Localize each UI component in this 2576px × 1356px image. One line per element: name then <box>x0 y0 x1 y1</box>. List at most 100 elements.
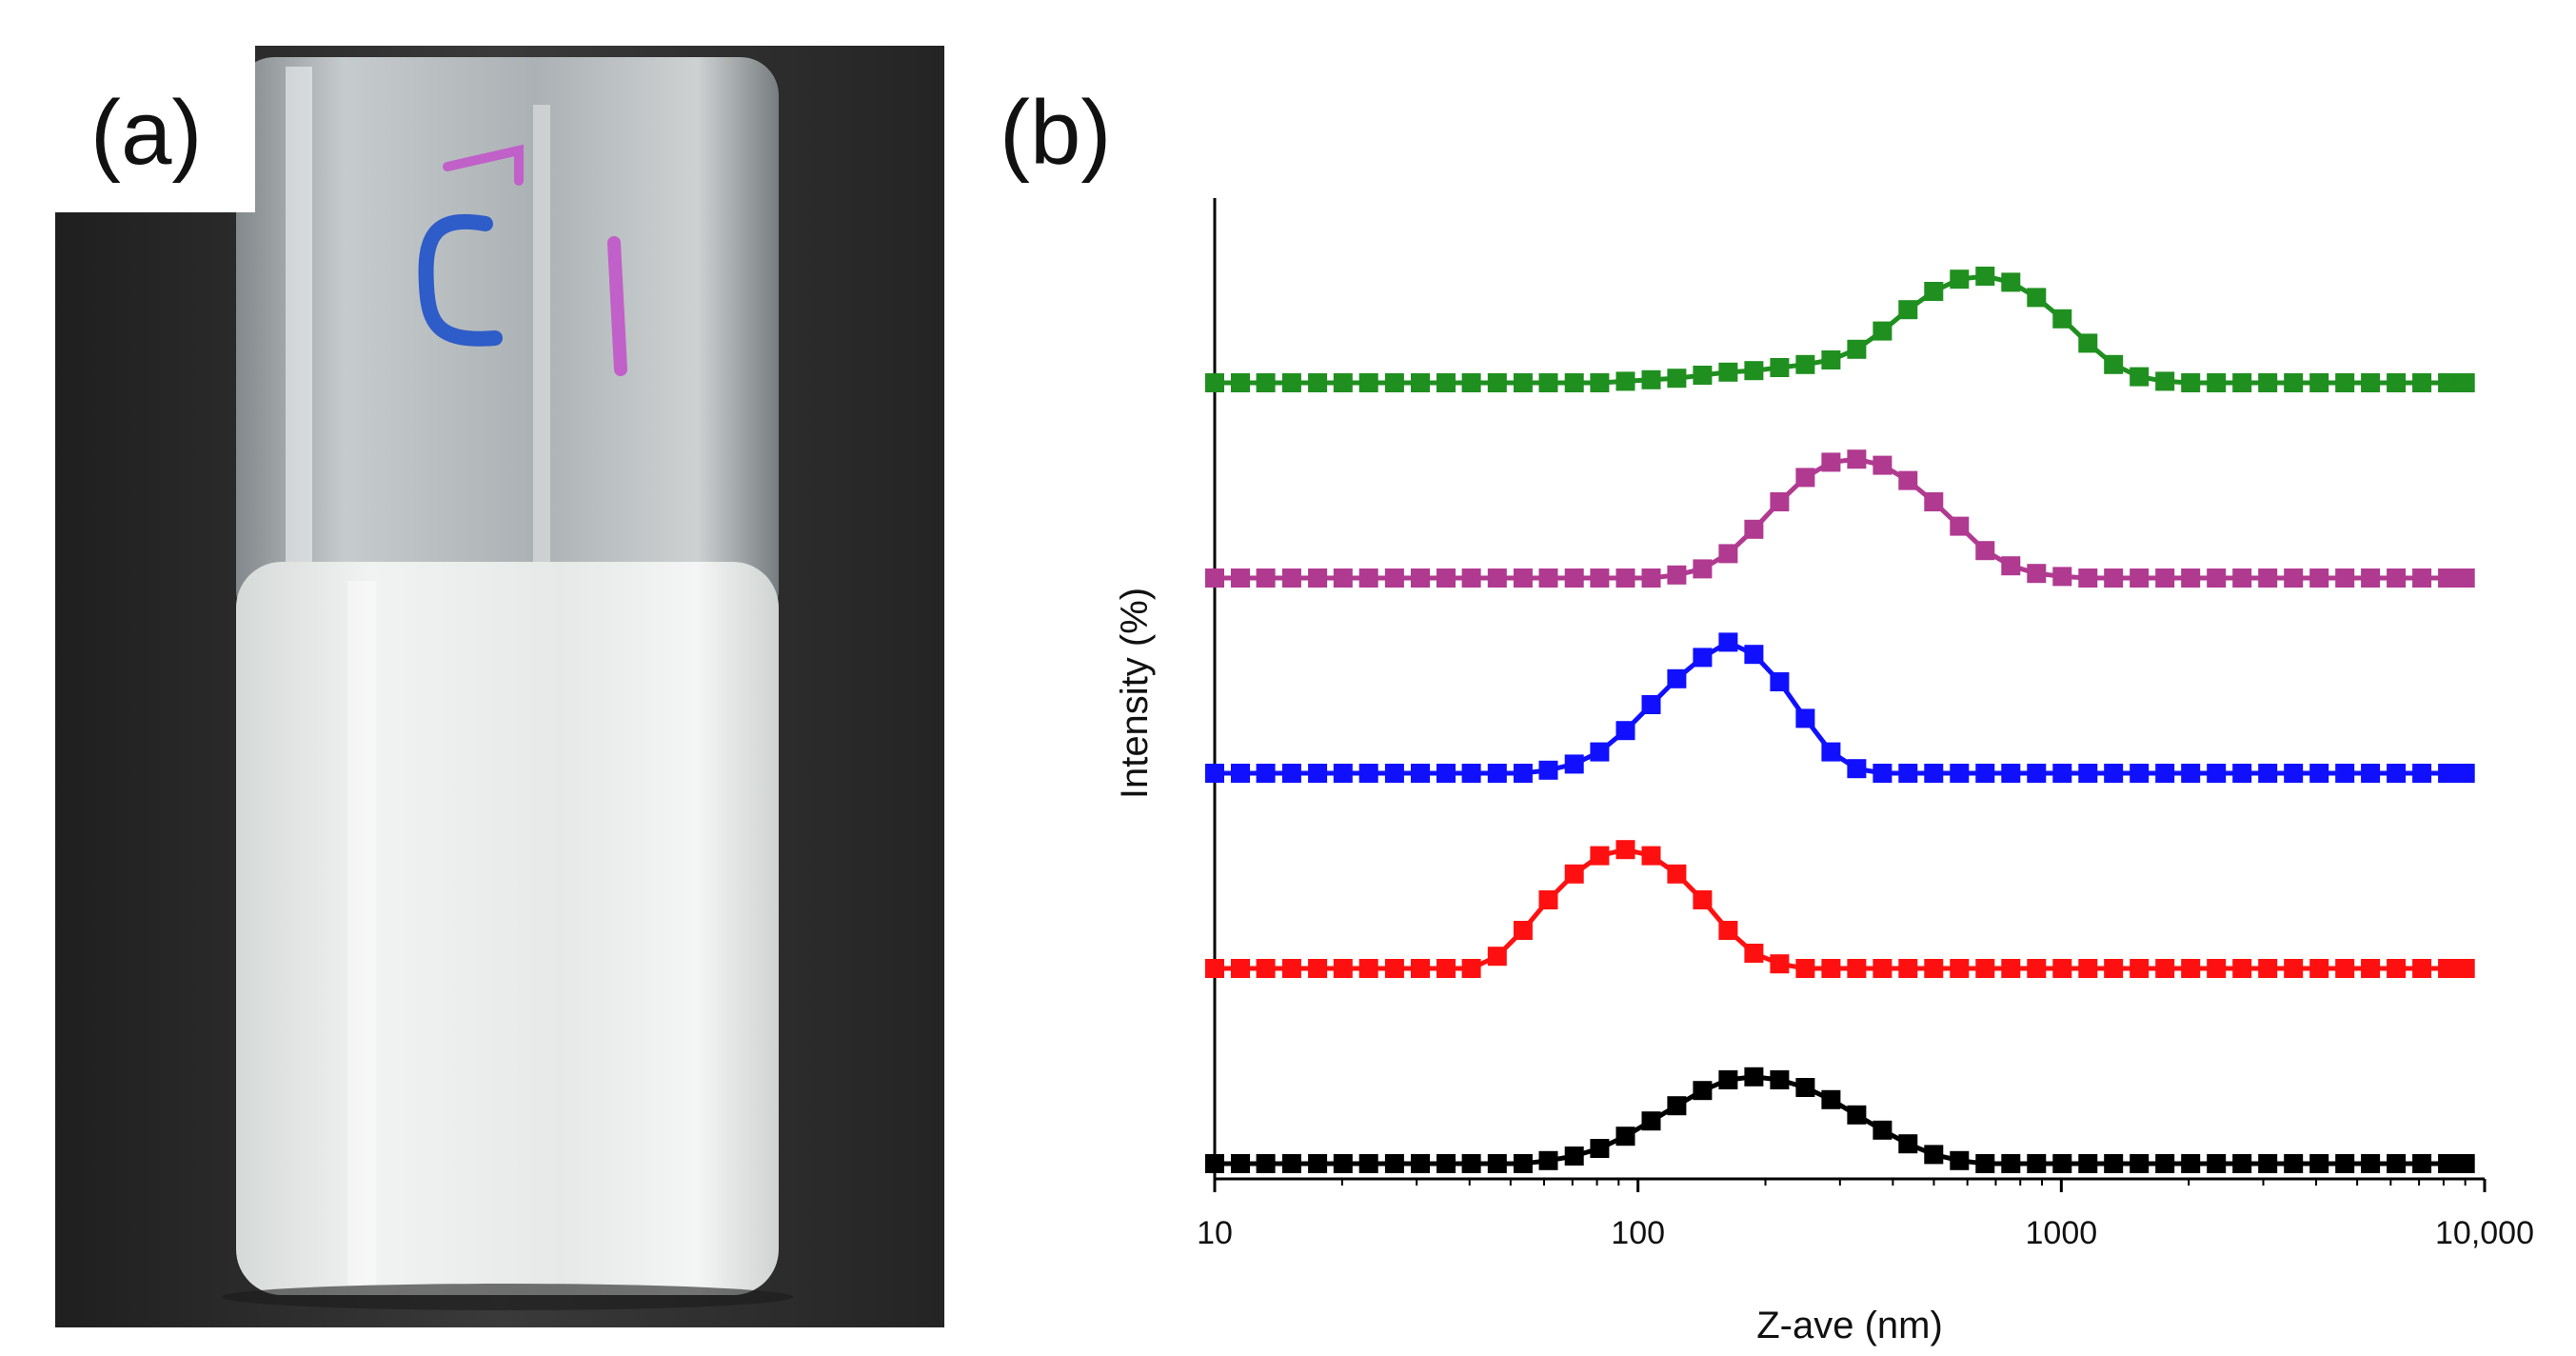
data-point-green <box>1281 373 1301 392</box>
data-point-green <box>1205 373 1224 392</box>
data-point-magenta <box>2027 564 2047 584</box>
data-point-magenta <box>1384 568 1404 588</box>
data-point-blue <box>2232 764 2252 783</box>
data-point-magenta <box>1693 559 1713 579</box>
data-point-green <box>2001 272 2021 292</box>
data-point-green <box>2438 373 2458 392</box>
data-point-blue <box>2284 764 2304 783</box>
data-point-red <box>1564 864 1584 884</box>
data-point-black <box>2207 1154 2227 1173</box>
data-point-red <box>2361 959 2381 978</box>
data-point-red <box>1590 846 1610 866</box>
vial-liquid <box>236 562 779 1295</box>
data-point-green <box>1821 350 1841 369</box>
series-black <box>1205 1067 2475 1173</box>
data-point-magenta <box>2078 568 2098 588</box>
data-point-red <box>2001 959 2021 978</box>
data-point-magenta <box>2130 568 2150 588</box>
data-point-black <box>2438 1154 2458 1173</box>
data-point-black <box>1437 1154 1456 1173</box>
data-point-red <box>1667 864 1687 884</box>
data-point-blue <box>1256 764 1276 783</box>
panel-a-photo <box>55 46 944 1327</box>
marker-pink-stroke <box>443 144 524 186</box>
marker-letter-c <box>418 213 503 347</box>
series-line-red <box>1215 847 2466 971</box>
data-point-black <box>2387 1154 2407 1173</box>
data-point-magenta <box>1538 568 1558 588</box>
data-point-magenta <box>1358 568 1378 588</box>
data-point-red <box>1718 921 1738 940</box>
data-point-magenta <box>1795 468 1815 488</box>
data-point-red <box>1693 890 1713 909</box>
data-point-blue <box>1205 764 1224 783</box>
data-point-red <box>2207 959 2227 978</box>
data-point-black <box>1718 1070 1738 1089</box>
data-point-black <box>1333 1154 1353 1173</box>
data-point-black <box>1873 1120 1892 1140</box>
data-point-green <box>2104 354 2124 374</box>
data-point-blue <box>1667 668 1687 688</box>
data-point-magenta <box>1205 568 1224 588</box>
data-point-magenta <box>1873 455 1892 475</box>
data-point-red <box>2284 959 2304 978</box>
data-point-green <box>2361 373 2381 392</box>
data-point-blue <box>2387 764 2407 783</box>
data-point-black <box>1538 1150 1558 1170</box>
data-point-black <box>1744 1067 1764 1087</box>
data-point-red <box>2181 959 2201 978</box>
data-point-red <box>2027 959 2047 978</box>
data-point-green <box>2052 309 2072 329</box>
data-point-black <box>1795 1078 1815 1097</box>
data-point-black <box>2001 1154 2021 1173</box>
x-tick-label-1: 100 <box>1611 1215 1665 1251</box>
data-point-red <box>2387 959 2407 978</box>
data-point-blue <box>1358 764 1378 783</box>
data-point-green <box>1975 267 1995 286</box>
data-point-blue <box>2207 764 2227 783</box>
data-point-blue <box>1538 760 1558 780</box>
data-point-red <box>1641 846 1661 866</box>
data-point-red <box>2130 959 2150 978</box>
data-point-blue <box>1384 764 1404 783</box>
data-point-green <box>2130 367 2150 387</box>
series-magenta <box>1205 449 2475 588</box>
data-point-magenta <box>1821 452 1841 472</box>
data-point-blue <box>1281 764 1301 783</box>
data-point-black <box>2155 1154 2175 1173</box>
data-point-magenta <box>2284 568 2304 588</box>
data-point-magenta <box>2207 568 2227 588</box>
data-point-green <box>1333 373 1353 392</box>
data-point-blue <box>1898 764 1918 783</box>
data-point-green <box>2181 373 2201 392</box>
data-point-red <box>1538 890 1558 909</box>
data-point-magenta <box>1308 568 1328 588</box>
series-line-black <box>1215 1074 2466 1167</box>
data-point-magenta <box>1256 568 1276 588</box>
data-point-blue <box>1821 742 1841 762</box>
data-point-blue <box>1744 645 1764 665</box>
data-point-blue <box>2412 764 2432 783</box>
data-point-blue <box>2130 764 2150 783</box>
series-layer <box>1205 267 2475 1173</box>
data-point-red <box>1205 959 1224 978</box>
data-point-blue <box>2438 764 2458 783</box>
data-point-black <box>1975 1154 1995 1173</box>
data-point-green <box>2207 373 2227 392</box>
data-point-green <box>1950 269 1970 289</box>
data-point-red <box>2258 959 2278 978</box>
data-point-blue <box>1693 648 1713 668</box>
data-point-red <box>1873 959 1892 978</box>
data-point-red <box>2412 959 2432 978</box>
data-point-green <box>1615 371 1635 391</box>
data-point-red <box>1461 959 1481 978</box>
data-point-black <box>1950 1150 1970 1170</box>
data-point-black <box>1693 1081 1713 1101</box>
data-point-red <box>1487 947 1507 967</box>
data-point-green <box>1667 369 1687 389</box>
data-point-blue <box>1641 695 1661 714</box>
data-point-blue <box>1487 764 1507 783</box>
data-point-green <box>1873 321 1892 341</box>
data-point-green <box>2232 373 2252 392</box>
